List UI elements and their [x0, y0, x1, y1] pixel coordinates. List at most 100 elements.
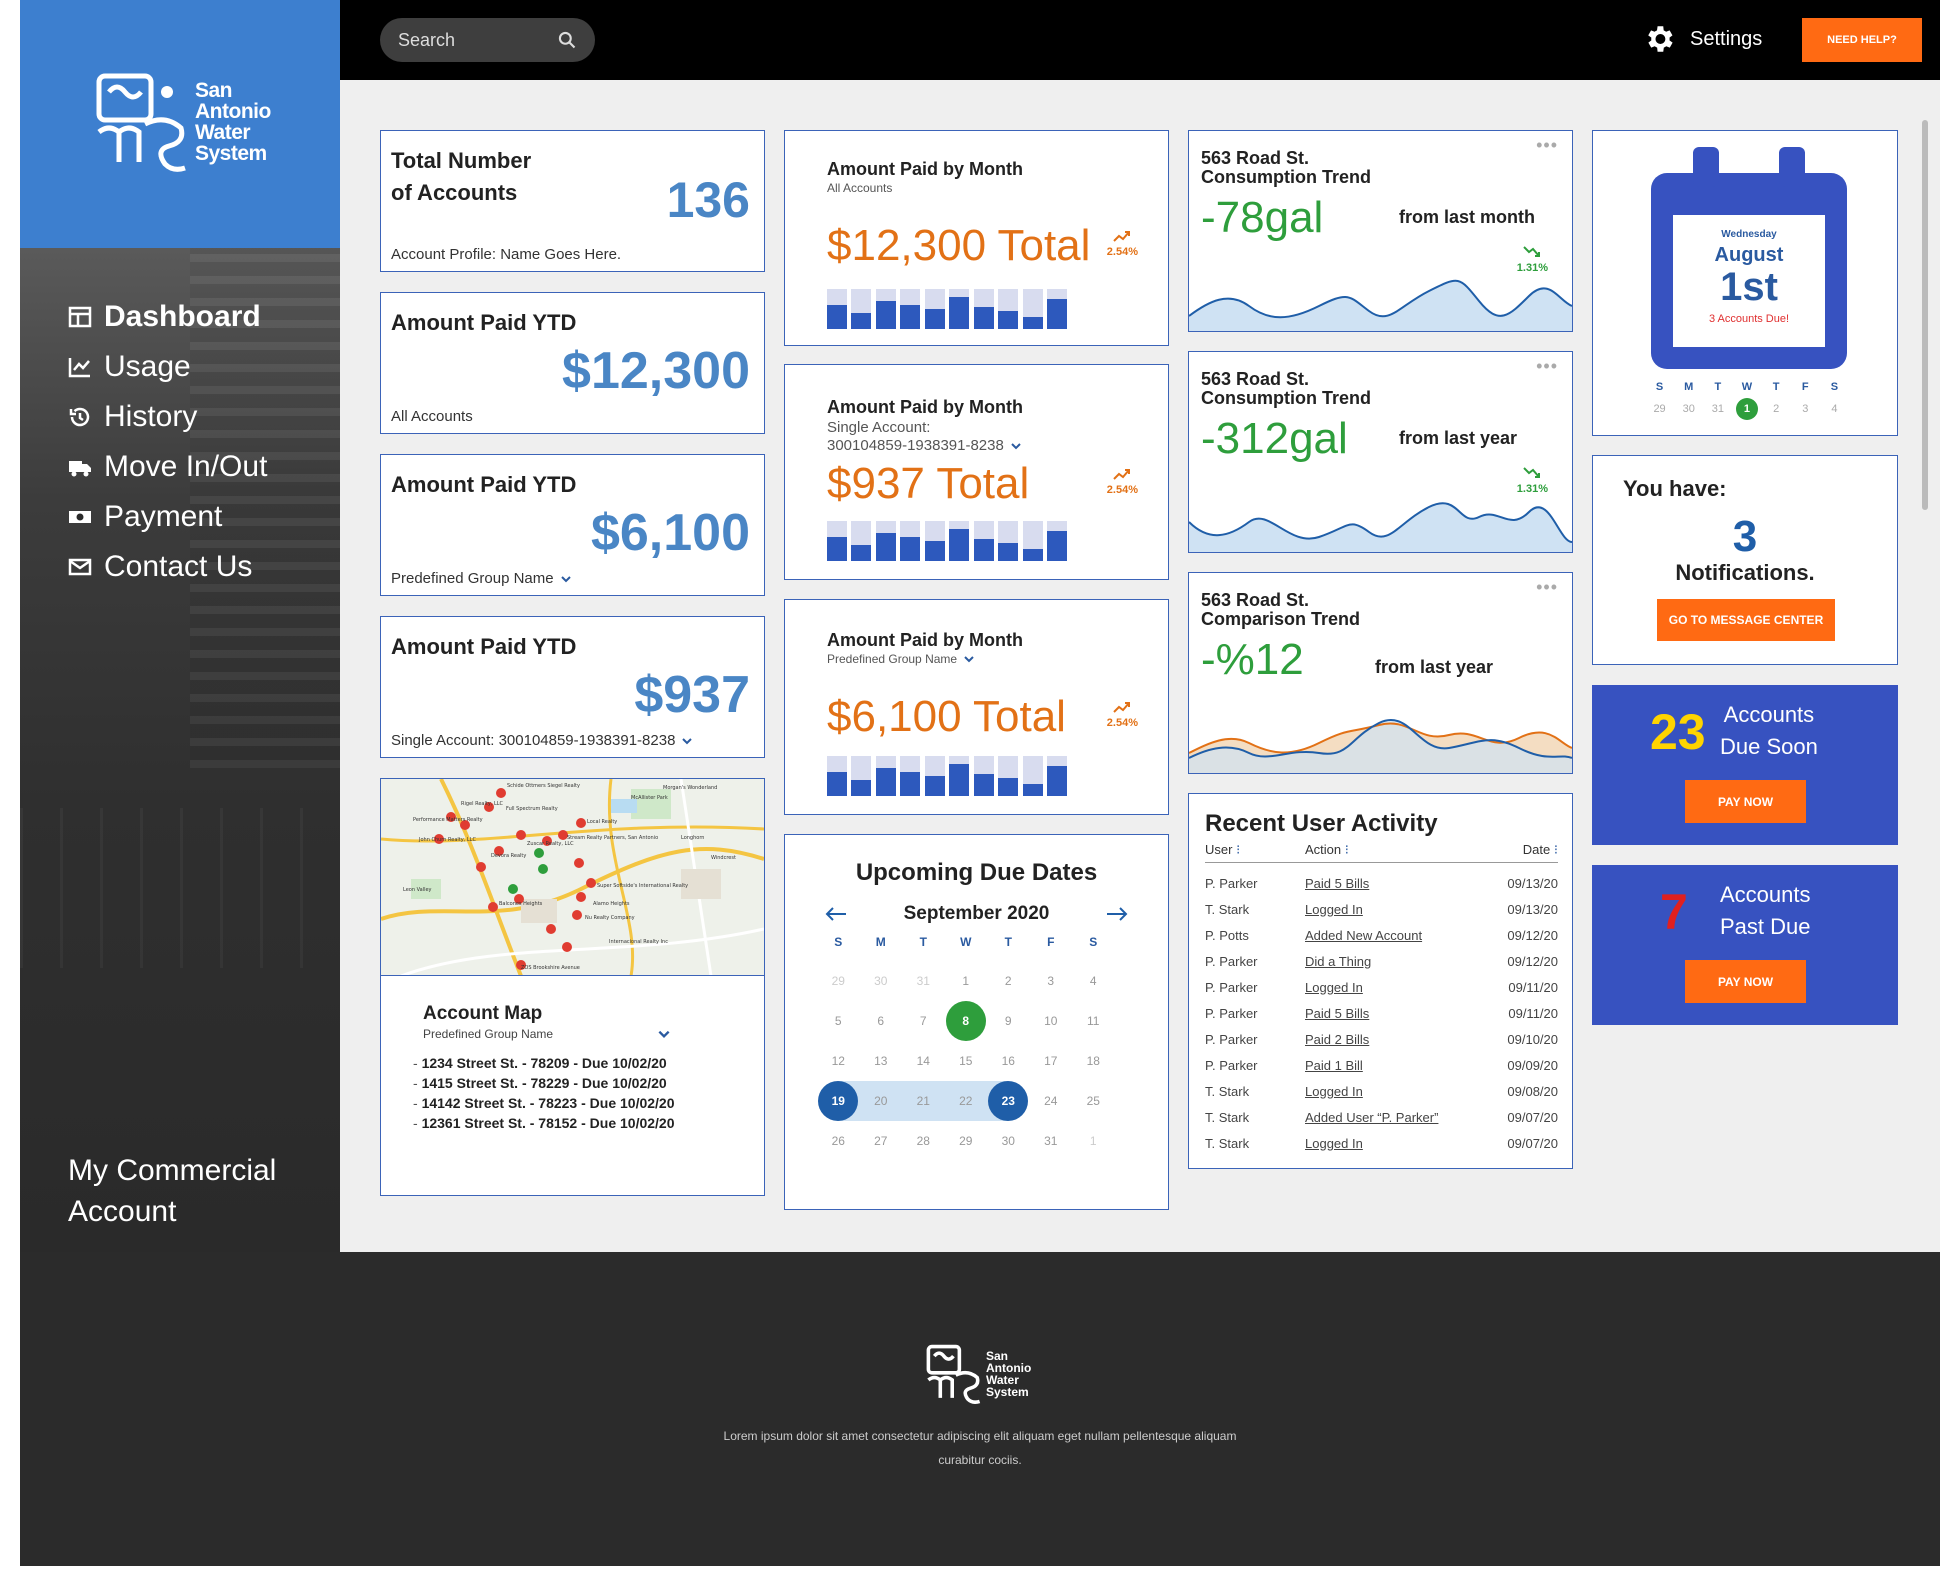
calendar-day[interactable]: 26	[831, 1134, 845, 1148]
map-group-dropdown[interactable]: Predefined Group Name	[423, 1027, 671, 1041]
action-link[interactable]: Added New Account	[1305, 927, 1423, 943]
column-header-user[interactable]: User ⁝	[1205, 842, 1241, 857]
calendar-day[interactable]: 31	[916, 974, 930, 988]
calendar-day[interactable]: 27	[874, 1134, 888, 1148]
group-dropdown[interactable]: Predefined Group Name	[391, 570, 572, 587]
month-bar-fill	[900, 537, 921, 561]
sidebar-item-history[interactable]: History	[68, 392, 267, 442]
action-link[interactable]: Paid 5 Bills	[1305, 1005, 1370, 1021]
sidebar-nav: Dashboard Usage History Move In/Out Paym…	[68, 292, 267, 592]
calendar-day-in-range[interactable]: 22	[944, 1081, 987, 1121]
footer-logo[interactable]: San Antonio Water System	[926, 1344, 1031, 1404]
map-label: Morgan's Wonderland	[663, 785, 717, 791]
search-icon[interactable]	[557, 30, 577, 50]
calendar-day[interactable]: 11	[1087, 1014, 1100, 1028]
calendar-dow: F	[1047, 935, 1055, 949]
calendar-day-today[interactable]: 8	[945, 1001, 988, 1041]
calendar-day[interactable]: 31	[1044, 1134, 1058, 1148]
calendar-day[interactable]: 29	[831, 974, 845, 988]
calendar-day[interactable]: 24	[1044, 1094, 1058, 1108]
account-dropdown[interactable]: Single Account: 300104859-1938391-8238	[391, 732, 693, 749]
sidebar-item-move[interactable]: Move In/Out	[68, 442, 267, 492]
sidebar-item-payment[interactable]: Payment	[68, 492, 267, 542]
search-input[interactable]: Search	[380, 18, 595, 62]
map-label: Leon Valley	[403, 887, 432, 893]
action-link[interactable]: Paid 5 Bills	[1305, 875, 1370, 891]
more-options-icon[interactable]: •••	[1536, 135, 1558, 155]
brand-logo[interactable]: San Antonio Water System	[95, 72, 271, 172]
action-link[interactable]: Paid 2 Bills	[1305, 1031, 1370, 1047]
calendar-day[interactable]: 30	[1001, 1134, 1015, 1148]
calendar-day[interactable]: 3	[1047, 974, 1055, 988]
more-options-icon[interactable]: •••	[1536, 356, 1558, 376]
calendar-day[interactable]: 31	[1711, 403, 1724, 415]
month-bar-fill	[1046, 299, 1067, 329]
group-dropdown[interactable]: Predefined Group Name	[827, 652, 975, 666]
saws-logo-icon	[926, 1344, 981, 1404]
calendar-day[interactable]: 28	[916, 1134, 930, 1148]
calendar-day[interactable]: 29	[959, 1134, 973, 1148]
calendar-day[interactable]: 6	[877, 1014, 885, 1028]
calendar-day[interactable]: 12	[831, 1054, 845, 1068]
calendar-day[interactable]: 25	[1086, 1094, 1100, 1108]
map-account-list: 1234 Street St. - 78209 - Due 10/02/20 1…	[413, 1053, 675, 1133]
single-account-label: Single Account:	[827, 419, 931, 436]
calendar-day[interactable]: 14	[916, 1054, 930, 1068]
calendar-day[interactable]: 29	[1653, 403, 1666, 415]
action-link[interactable]: Logged In	[1305, 901, 1363, 917]
search-placeholder: Search	[398, 29, 456, 50]
action-link[interactable]: Logged In	[1305, 979, 1363, 995]
calendar-day[interactable]: 16	[1001, 1054, 1015, 1068]
message-center-button[interactable]: GO TO MESSAGE CENTER	[1657, 599, 1835, 641]
upcoming-due-dates-card: Upcoming Due Dates September 2020 S M T …	[784, 834, 1169, 1210]
calendar-day[interactable]: 9	[1004, 1014, 1012, 1028]
arrow-left-icon[interactable]	[825, 906, 847, 922]
calendar-day[interactable]: 30	[1682, 403, 1695, 415]
map-label: Stream Realty Partners, San Antonio	[567, 835, 658, 841]
need-help-button[interactable]: NEED HELP?	[1802, 18, 1922, 62]
calendar-range-start[interactable]: 19	[817, 1081, 860, 1121]
calendar-day[interactable]: 30	[874, 974, 888, 988]
calendar-day[interactable]: 2	[1773, 403, 1780, 415]
accounts-due-soon-card: 23 Accounts Due Soon PAY NOW	[1592, 685, 1898, 845]
calendar-day[interactable]: 15	[959, 1054, 973, 1068]
month-bar-fill	[875, 301, 896, 329]
pay-now-button[interactable]: PAY NOW	[1685, 960, 1806, 1003]
action-link[interactable]: Paid 1 Bill	[1305, 1057, 1363, 1073]
my-commercial-account-link[interactable]: My Commercial Account	[68, 1150, 276, 1232]
calendar-day[interactable]: 7	[919, 1014, 927, 1028]
sidebar-item-usage[interactable]: Usage	[68, 342, 267, 392]
calendar-day[interactable]: 10	[1044, 1014, 1058, 1028]
action-link[interactable]: Did a Thing	[1305, 953, 1372, 969]
account-map[interactable]: Schide Ottmers Siegel Realty McAllister …	[381, 779, 764, 976]
column-header-action[interactable]: Action ⁝	[1305, 842, 1349, 857]
action-link[interactable]: Added User “P. Parker”	[1305, 1109, 1439, 1125]
calendar-day[interactable]: 13	[874, 1054, 888, 1068]
action-link[interactable]: Logged In	[1305, 1135, 1363, 1151]
more-options-icon[interactable]: •••	[1536, 577, 1558, 597]
action-link[interactable]: Logged In	[1305, 1083, 1363, 1099]
month-bar	[998, 756, 1019, 796]
settings-button[interactable]: Settings	[1642, 22, 1762, 56]
calendar-day[interactable]: 1	[962, 974, 970, 988]
sidebar-item-dashboard[interactable]: Dashboard	[68, 292, 267, 342]
arrow-right-icon[interactable]	[1106, 906, 1128, 922]
calendar-range-end[interactable]: 23	[987, 1081, 1030, 1121]
calendar-day[interactable]: 5	[834, 1014, 842, 1028]
calendar-day[interactable]: 3	[1802, 403, 1809, 415]
sidebar-item-contact[interactable]: Contact Us	[68, 542, 267, 592]
calendar-day[interactable]: 2	[1004, 974, 1012, 988]
monthly-bars	[827, 521, 1067, 561]
calendar-day[interactable]: 17	[1044, 1054, 1058, 1068]
calendar-day[interactable]: 18	[1086, 1054, 1100, 1068]
calendar-day-today[interactable]: 1	[1732, 397, 1761, 421]
calendar-day[interactable]: 4	[1831, 403, 1838, 415]
pay-now-button[interactable]: PAY NOW	[1685, 780, 1806, 823]
calendar-day-in-range[interactable]: 21	[902, 1081, 945, 1121]
calendar-day[interactable]: 1	[1089, 1134, 1097, 1148]
calendar-day[interactable]: 4	[1089, 974, 1097, 988]
single-account-dropdown[interactable]: 300104859-1938391-8238	[827, 437, 1022, 455]
column-header-date[interactable]: Date ⁝	[1522, 842, 1558, 857]
calendar-day-in-range[interactable]: 20	[859, 1081, 902, 1121]
page-scrollbar[interactable]	[1922, 120, 1928, 510]
